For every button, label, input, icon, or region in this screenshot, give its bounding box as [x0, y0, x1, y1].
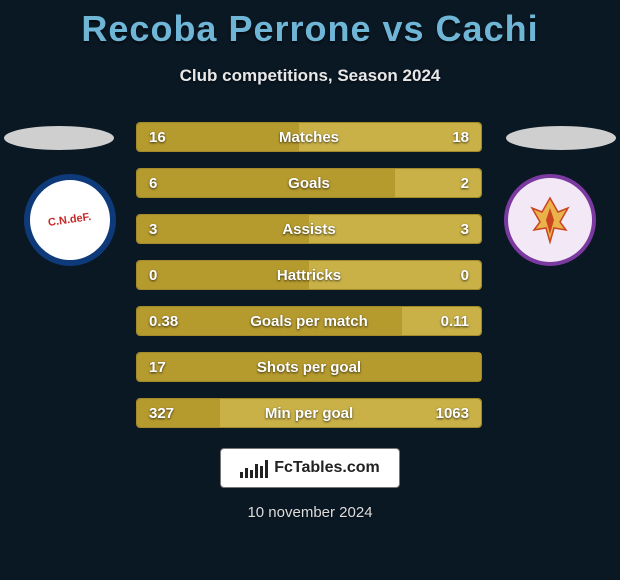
stat-label: Goals	[137, 175, 481, 192]
stat-label: Hattricks	[137, 267, 481, 284]
footer-brand-text: FcTables.com	[274, 459, 380, 477]
stat-row: 327Min per goal1063	[136, 398, 482, 428]
phoenix-icon	[520, 190, 580, 250]
stat-label: Matches	[137, 129, 481, 146]
stat-value-right: 18	[452, 129, 469, 146]
logo-bar	[250, 470, 253, 478]
generation-date: 10 november 2024	[247, 504, 372, 521]
nacional-crest: C.N.deF.	[24, 174, 116, 266]
stat-row: 6Goals2	[136, 168, 482, 198]
stat-label: Min per goal	[137, 405, 481, 422]
stat-value-right: 3	[461, 221, 469, 238]
page-subtitle: Club competitions, Season 2024	[0, 66, 620, 86]
logo-bar	[245, 468, 248, 478]
stat-value-right: 1063	[436, 405, 469, 422]
page-title: Recoba Perrone vs Cachi	[0, 0, 620, 50]
stat-label: Goals per match	[137, 313, 481, 330]
stat-row: 17Shots per goal	[136, 352, 482, 382]
stat-value-right: 0	[461, 267, 469, 284]
stat-row: 0Hattricks0	[136, 260, 482, 290]
logo-bar	[260, 466, 263, 478]
crest-left-initials: C.N.deF.	[48, 212, 93, 229]
player-right-shadow	[506, 126, 616, 150]
logo-bar	[255, 464, 258, 478]
player-left-shadow	[4, 126, 114, 150]
stat-label: Assists	[137, 221, 481, 238]
logo-bar	[265, 460, 268, 478]
stat-row: 0.38Goals per match0.11	[136, 306, 482, 336]
stat-row: 16Matches18	[136, 122, 482, 152]
stat-value-right: 0.11	[441, 313, 469, 330]
fctables-logo[interactable]: FcTables.com	[220, 448, 400, 488]
fenix-crest	[504, 174, 596, 266]
logo-bars-icon	[240, 458, 268, 478]
stat-row: 3Assists3	[136, 214, 482, 244]
logo-bar	[240, 472, 243, 478]
stats-table: 16Matches18 6Goals2 3Assists3 0Hattricks0 0.…	[136, 122, 482, 444]
stat-value-right: 2	[461, 175, 469, 192]
stat-label: Shots per goal	[137, 359, 481, 376]
